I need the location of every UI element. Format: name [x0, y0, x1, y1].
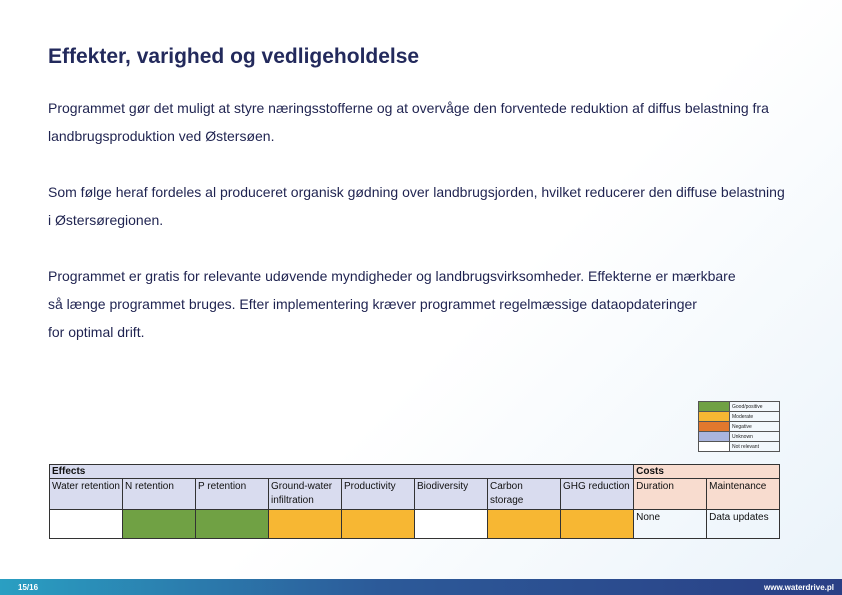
paragraph-line: i Østersøregionen.: [48, 212, 164, 228]
effect-rating-cell: [559, 509, 635, 539]
legend: Good/positive Moderate Negative Unknown Not …: [698, 401, 780, 452]
page-title: Effekter, varighed og vedligeholdelse: [48, 45, 420, 68]
legend-label: Unknown: [729, 431, 780, 442]
cost-column-label: Maintenance: [706, 478, 781, 510]
footer-bar: 15/16 www.waterdrive.pl: [0, 579, 842, 595]
paragraph-line: så længe programmet bruges. Efter implem…: [48, 296, 697, 312]
legend-swatch: [698, 411, 730, 422]
website-url: www.waterdrive.pl: [764, 583, 834, 592]
effect-rating-cell: [195, 509, 269, 539]
cost-value-cell: Data updates: [706, 509, 781, 539]
effect-column-label: Water retention: [49, 478, 123, 510]
legend-label: Negative: [729, 421, 780, 432]
legend-item: Moderate: [698, 411, 780, 422]
legend-item: Not relevant: [698, 441, 780, 452]
effect-column-label: P retention: [195, 478, 269, 510]
legend-item: Good/positive: [698, 401, 780, 412]
effect-column-label: Productivity: [341, 478, 415, 510]
effect-rating-cell: [341, 509, 415, 539]
effects-header: Effects: [48, 464, 635, 479]
effect-rating-cell: [268, 509, 342, 539]
page-number: 15/16: [18, 583, 39, 592]
effect-column-label: N retention: [122, 478, 196, 510]
effects-table: Effects Costs Water retention N retention…: [48, 464, 781, 539]
table-value-row: None Data updates: [49, 509, 781, 539]
paragraph-line: Programmet gør det muligt at styre nærin…: [48, 100, 769, 116]
legend-swatch: [698, 431, 730, 442]
legend-item: Negative: [698, 421, 780, 432]
effect-rating-cell: [122, 509, 196, 539]
effect-column-label: GHG reduction: [559, 478, 635, 510]
effect-rating-cell: [487, 509, 561, 539]
legend-label: Moderate: [729, 411, 780, 422]
paragraph-line: landbrugsproduktion ved Østersøen.: [48, 128, 275, 144]
costs-header: Costs: [633, 464, 781, 479]
effect-rating-cell: [414, 509, 488, 539]
cost-value-cell: None: [633, 509, 708, 539]
paragraph-3: Programmet er gratis for relevante udøve…: [48, 262, 808, 346]
paragraph-2: Som følge heraf fordeles al produceret o…: [48, 178, 808, 234]
paragraph-line: for optimal drift.: [48, 324, 145, 340]
legend-label: Good/positive: [729, 401, 780, 412]
legend-label: Not relevant: [729, 441, 780, 452]
effect-column-label: Carbon storage: [487, 478, 561, 510]
effect-rating-cell: [49, 509, 123, 539]
paragraph-line: Som følge heraf fordeles al produceret o…: [48, 184, 785, 200]
effect-column-label: Ground-water infiltration: [268, 478, 342, 510]
paragraph-line: Programmet er gratis for relevante udøve…: [48, 268, 736, 284]
effect-column-label: Biodiversity: [414, 478, 488, 510]
legend-swatch: [698, 441, 730, 452]
legend-item: Unknown: [698, 431, 780, 442]
cost-column-label: Duration: [633, 478, 708, 510]
paragraph-1: Programmet gør det muligt at styre nærin…: [48, 94, 808, 150]
table-label-row: Water retention N retention P retention Gro…: [49, 478, 781, 510]
legend-swatch: [698, 421, 730, 432]
legend-swatch: [698, 401, 730, 412]
